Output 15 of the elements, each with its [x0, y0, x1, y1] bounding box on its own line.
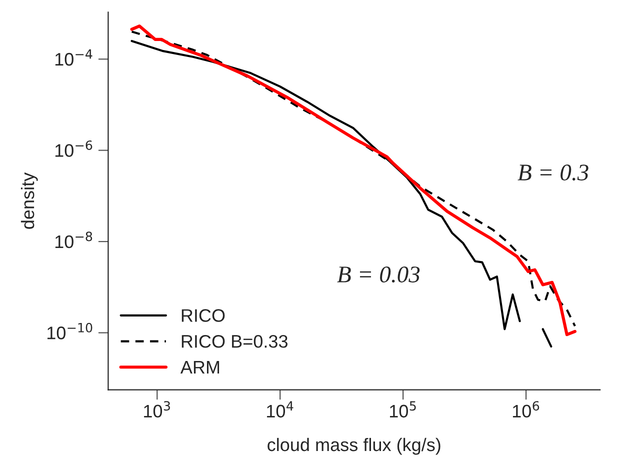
y-tick-label: 10$^{−8}$ [55, 232, 92, 248]
annotation: B = 0.03 [337, 266, 420, 283]
y-tick-label: 10$^{−10}$ [47, 322, 92, 340]
legend-label: RICO B=0.33 [182, 334, 288, 348]
y-tick-label: 10$^{−4}$ [55, 49, 92, 66]
x-tick-label: 10$^{5}$ [390, 401, 416, 418]
legend-label: ARM [180, 361, 220, 374]
annotation: B = 0.3 [518, 164, 588, 181]
legend-label: RICO [182, 309, 225, 322]
x-tick-label: 10$^{4}$ [267, 401, 294, 418]
x-tick-label: 10$^{3}$ [144, 401, 170, 418]
x-tick-label: 10$^{6}$ [512, 401, 540, 418]
y-axis-title: density [20, 172, 38, 229]
y-tick-label: 10$^{−6}$ [55, 140, 92, 157]
x-axis-title: cloud mass flux (kg/s) [268, 438, 440, 455]
